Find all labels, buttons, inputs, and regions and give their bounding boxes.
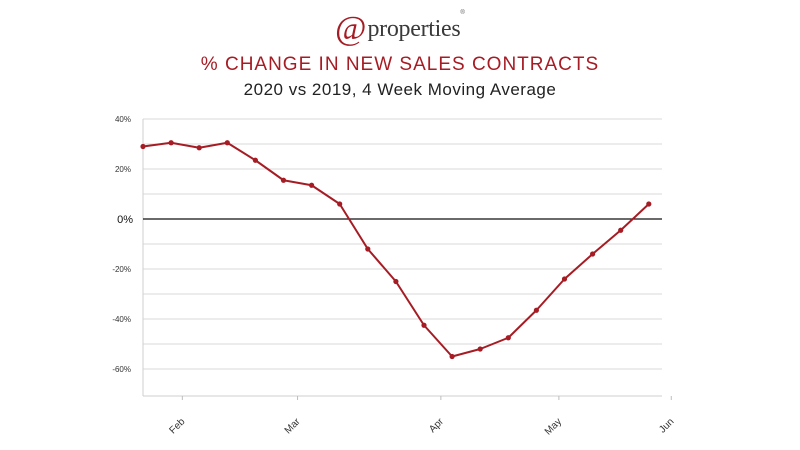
data-point: [421, 322, 427, 328]
y-tick-label: -60%: [112, 365, 131, 374]
data-point: [393, 278, 399, 285]
series-line: [142, 141, 650, 358]
logo-trademark: ®: [460, 10, 465, 16]
series-layer: [140, 140, 652, 360]
chart-subtitle: 2020 vs 2019, 4 Week Moving Average: [243, 80, 557, 99]
data-point: [618, 227, 624, 233]
x-tick-label: Feb: [167, 416, 187, 436]
logo-wordmark: properties: [367, 15, 461, 42]
y-tick-label: -20%: [112, 265, 131, 274]
data-point: [196, 145, 202, 151]
data-point: [309, 182, 315, 188]
data-point: [477, 346, 483, 352]
data-point: [505, 335, 511, 341]
x-tick-label: Apr: [427, 416, 446, 435]
data-point: [168, 140, 174, 146]
data-point: [280, 177, 287, 183]
data-point: [337, 201, 343, 207]
data-point: [252, 157, 258, 163]
chart-title: % CHANGE IN NEW SALES CONTRACTS: [200, 54, 600, 75]
axis-layer: [142, 119, 672, 400]
data-point: [561, 276, 568, 282]
y-tick-label: -40%: [112, 315, 131, 324]
data-point: [224, 140, 230, 146]
x-tick-label: May: [543, 416, 564, 437]
tick-label-layer: 40% 20% 0% -20% -40% -60% Feb Mar Apr May Jun: [112, 115, 676, 437]
data-point: [590, 251, 596, 257]
x-tick-label: Mar: [283, 416, 303, 436]
company-logo: @properties®: [0, 10, 800, 47]
data-point: [449, 353, 455, 360]
y-tick-label: 40%: [115, 115, 131, 124]
y-tick-label: 0%: [117, 214, 133, 226]
data-point: [365, 246, 371, 252]
y-tick-label: 20%: [115, 165, 131, 174]
data-point: [533, 307, 540, 313]
data-point: [140, 143, 146, 150]
data-point: [646, 201, 652, 207]
x-tick-label: Jun: [657, 416, 676, 435]
grid-layer: [143, 118, 662, 370]
logo-at-symbol: @: [335, 10, 367, 47]
